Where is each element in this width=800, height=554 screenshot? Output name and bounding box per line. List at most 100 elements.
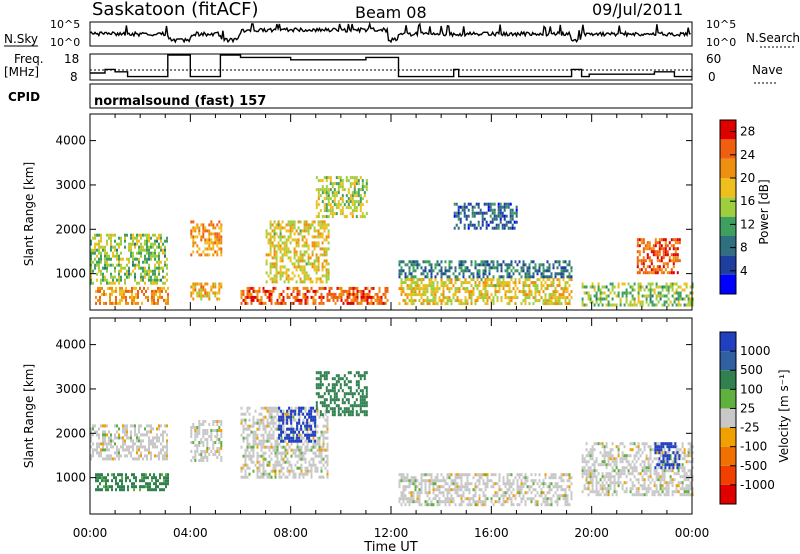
heatmap-cell: [406, 479, 409, 483]
heatmap-cell: [318, 436, 321, 440]
heatmap-cell: [202, 294, 205, 298]
heatmap-cell: [495, 217, 498, 221]
freq-panel: [89, 53, 693, 81]
heatmap-cell: [307, 226, 310, 230]
heatmap-cell: [206, 229, 209, 233]
heatmap-cell: [459, 220, 462, 224]
heatmap-cell: [500, 269, 503, 273]
heatmap-cell: [522, 263, 525, 267]
heatmap-cell: [472, 287, 475, 291]
heatmap-cell: [370, 298, 373, 302]
heatmap-cell: [274, 448, 277, 452]
beam-title: Beam 08: [355, 3, 427, 22]
heatmap-cell: [296, 445, 299, 449]
heatmap-cell: [503, 202, 506, 206]
heatmap-cell: [280, 457, 283, 461]
heatmap-cell: [110, 257, 112, 261]
heatmap-cell: [202, 459, 205, 462]
heatmap-cell: [302, 436, 305, 440]
heatmap-cell: [607, 463, 610, 467]
heatmap-cell: [155, 482, 157, 486]
heatmap-cell: [127, 488, 129, 492]
heatmap-cell: [156, 445, 158, 449]
heatmap-cell: [218, 232, 221, 236]
heatmap-cell: [285, 244, 288, 248]
heatmap-cell: [540, 488, 543, 492]
heatmap-cell: [152, 436, 154, 440]
heatmap-cell: [450, 479, 453, 483]
heatmap-cell: [589, 475, 592, 479]
heatmap-cell: [681, 288, 684, 292]
heatmap-cell: [384, 289, 387, 293]
heatmap-cell: [591, 463, 594, 467]
heatmap-cell: [260, 421, 263, 425]
heatmap-cell: [326, 442, 329, 446]
heatmap-cell: [144, 266, 146, 270]
heatmap-cell: [214, 238, 217, 242]
heatmap-cell: [153, 289, 155, 293]
heatmap-cell: [298, 298, 301, 302]
heatmap-cell: [359, 410, 362, 414]
heatmap-cell: [134, 275, 136, 279]
heatmap-cell: [120, 278, 122, 282]
heatmap-cell: [208, 247, 211, 251]
heatmap-cell: [282, 457, 285, 461]
heatmap-cell: [416, 263, 419, 267]
heatmap-cell: [511, 211, 514, 215]
heatmap-cell: [285, 250, 288, 254]
heatmap-cell: [262, 460, 265, 464]
heatmap-cell: [481, 220, 484, 224]
heatmap-cell: [601, 481, 604, 485]
heatmap-cell: [278, 292, 281, 296]
heatmap-cell: [540, 284, 543, 288]
heatmap-cell: [216, 435, 219, 438]
heatmap-cell: [355, 371, 358, 375]
heatmap-cell: [333, 398, 336, 402]
heatmap-cell: [110, 263, 112, 267]
heatmap-cell: [194, 459, 197, 462]
heatmap-cell: [333, 386, 336, 390]
heatmap-cell: [124, 433, 126, 437]
heatmap-cell: [564, 302, 567, 306]
heatmap-cell: [341, 179, 344, 183]
heatmap-cell: [329, 197, 332, 201]
heatmap-cell: [615, 463, 618, 467]
heatmap-cell: [625, 475, 628, 479]
heatmap-cell: [266, 418, 269, 422]
heatmap-cell: [218, 297, 221, 301]
heatmap-cell: [420, 302, 423, 306]
heatmap-cell: [306, 298, 309, 302]
heatmap-cell: [212, 247, 215, 251]
heatmap-cell: [166, 424, 168, 428]
heatmap-cell: [157, 485, 159, 489]
heatmap-cell: [512, 503, 515, 507]
heatmap-cell: [460, 485, 463, 489]
heatmap-cell: [558, 485, 561, 489]
heatmap-cell: [136, 436, 138, 440]
heatmap-cell: [315, 377, 318, 381]
heatmap-cell: [281, 271, 284, 275]
heatmap-cell: [480, 278, 483, 282]
heatmap-cell: [198, 232, 201, 236]
heatmap-cell: [290, 463, 293, 467]
heatmap-cell: [106, 266, 108, 270]
heatmap-cell: [502, 479, 505, 483]
heatmap-cell: [642, 265, 645, 269]
heatmap-cell: [536, 500, 539, 504]
heatmap-cell: [325, 250, 328, 254]
heatmap-cell: [248, 424, 251, 428]
heatmap-cell: [325, 194, 328, 198]
heatmap-cell: [133, 298, 135, 302]
heatmap-cell: [542, 269, 545, 273]
heatmap-cell: [132, 445, 134, 449]
heatmap-cell: [281, 241, 284, 245]
heatmap-cell: [206, 253, 209, 257]
heatmap-cell: [374, 292, 377, 296]
heatmap-cell: [504, 482, 507, 486]
heatmap-cell: [497, 214, 500, 218]
heatmap-cell: [408, 293, 411, 297]
heatmap-cell: [130, 445, 132, 449]
heatmap-cell: [333, 395, 336, 399]
heatmap-cell: [504, 500, 507, 504]
heatmap-cell: [470, 503, 473, 507]
